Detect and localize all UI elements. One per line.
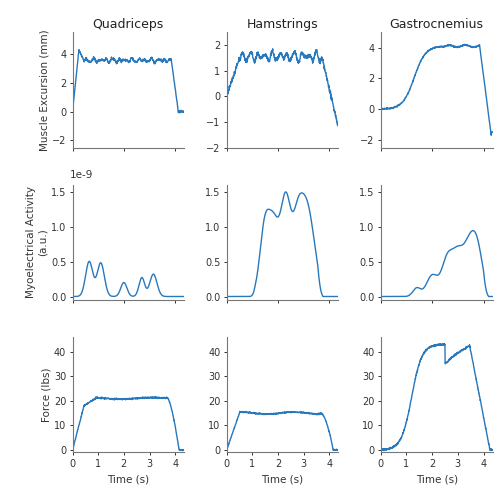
Y-axis label: Force (lbs): Force (lbs) — [41, 368, 51, 422]
X-axis label: Time (s): Time (s) — [262, 474, 304, 484]
Y-axis label: Myoelectrical Activity
(a.u.): Myoelectrical Activity (a.u.) — [26, 186, 48, 298]
Title: Quadriceps: Quadriceps — [92, 18, 164, 31]
X-axis label: Time (s): Time (s) — [416, 474, 458, 484]
X-axis label: Time (s): Time (s) — [108, 474, 150, 484]
Y-axis label: Muscle Excursion (mm): Muscle Excursion (mm) — [39, 29, 49, 151]
Title: Gastrocnemius: Gastrocnemius — [390, 18, 484, 31]
Text: 1e-9: 1e-9 — [70, 170, 94, 180]
Title: Hamstrings: Hamstrings — [246, 18, 318, 31]
